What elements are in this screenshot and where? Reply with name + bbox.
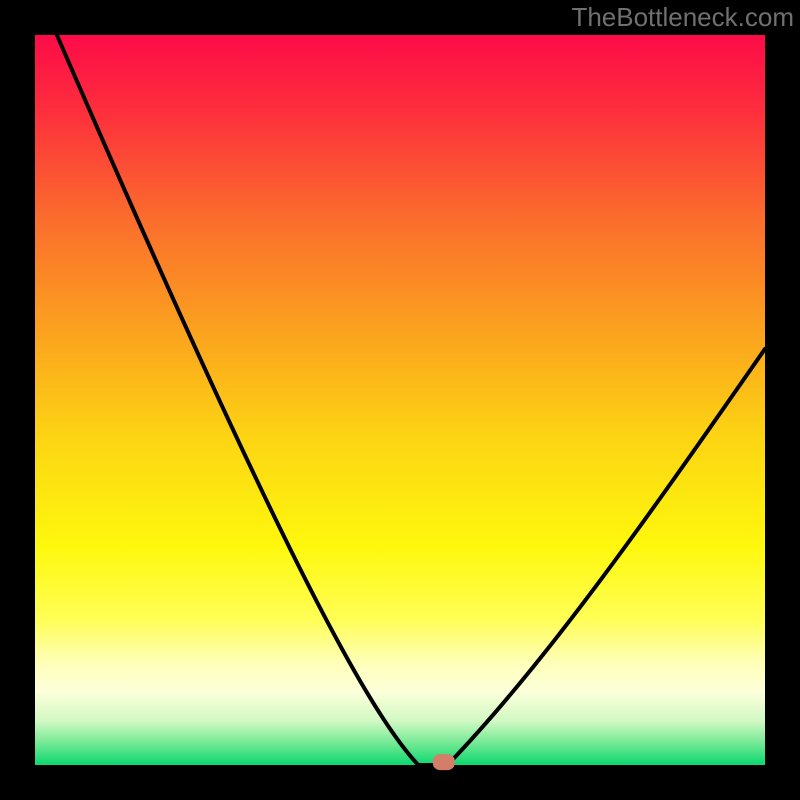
chart-container: TheBottleneck.com: [0, 0, 800, 800]
optimum-marker: [433, 754, 455, 770]
plot-background: [35, 35, 765, 765]
chart-svg: [0, 0, 800, 800]
watermark-text: TheBottleneck.com: [571, 2, 794, 33]
